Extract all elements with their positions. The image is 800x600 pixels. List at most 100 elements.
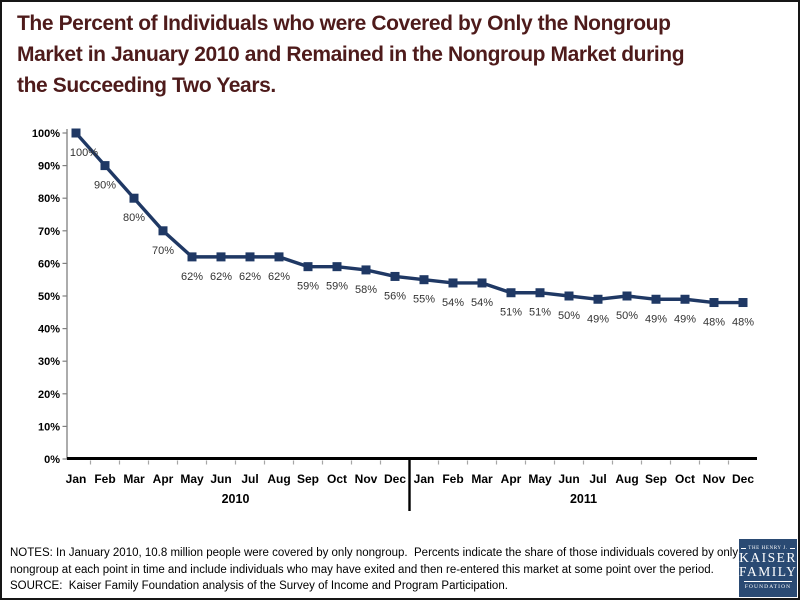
data-point-marker: [622, 291, 632, 301]
year-label: 2011: [570, 492, 597, 506]
data-point-label: 49%: [645, 313, 667, 325]
data-point-label: 48%: [703, 317, 725, 329]
data-point-label: 50%: [558, 310, 580, 322]
data-point-marker: [274, 252, 284, 262]
logo-rule-right: [789, 548, 795, 549]
data-point-marker: [680, 294, 690, 304]
data-point-label: 56%: [384, 290, 406, 302]
data-point-label: 100%: [70, 147, 98, 159]
month-label: Sep: [645, 472, 667, 486]
month-label: Feb: [94, 472, 115, 486]
month-label: Mar: [123, 472, 145, 486]
data-point-label: 59%: [326, 281, 348, 293]
month-label: Jan: [66, 472, 87, 486]
notes: NOTES: In January 2010, 10.8 million peo…: [10, 545, 738, 595]
data-point-marker: [361, 265, 371, 275]
month-label: Dec: [384, 472, 406, 486]
y-tick-label: 50%: [38, 291, 60, 303]
data-point-marker: [448, 278, 458, 288]
month-label: May: [180, 472, 204, 486]
data-point-label: 54%: [471, 297, 493, 309]
chart-title-line-3: the Succeeding Two Years.: [17, 74, 276, 97]
kaiser-family-foundation-logo: THE HENRY J. KAISER FAMILY FOUNDATION: [739, 539, 797, 597]
data-point-label: 51%: [529, 307, 551, 319]
data-point-marker: [158, 226, 168, 236]
data-point-marker: [332, 262, 342, 272]
data-point-label: 54%: [442, 297, 464, 309]
month-label: Jul: [589, 472, 606, 486]
y-tick-label: 100%: [32, 128, 60, 140]
data-point-label: 51%: [500, 307, 522, 319]
month-label: Oct: [675, 472, 695, 486]
month-label: Jun: [210, 472, 231, 486]
month-label: Apr: [153, 472, 174, 486]
data-point-marker: [564, 291, 574, 301]
logo-foundation-text: FOUNDATION: [744, 581, 792, 590]
data-point-marker: [71, 128, 81, 138]
month-label: Mar: [471, 472, 493, 486]
data-point-label: 58%: [355, 284, 377, 296]
y-tick-label: 90%: [38, 161, 60, 173]
chart-title: The Percent of Individuals who were Cove…: [17, 8, 792, 101]
y-tick-label: 30%: [38, 356, 60, 368]
data-point-label: 62%: [210, 271, 232, 283]
month-label: Feb: [442, 472, 463, 486]
data-point-label: 59%: [297, 281, 319, 293]
month-label: Apr: [501, 472, 522, 486]
data-point-marker: [709, 298, 719, 308]
data-point-label: 80%: [123, 212, 145, 224]
y-tick-label: 10%: [38, 421, 60, 433]
data-point-marker: [535, 288, 545, 298]
logo-family-text: FAMILY: [739, 564, 798, 579]
data-point-label: 55%: [413, 294, 435, 306]
data-point-label: 62%: [268, 271, 290, 283]
y-tick-label: 60%: [38, 258, 60, 270]
data-point-marker: [506, 288, 516, 298]
y-tick-label: 80%: [38, 193, 60, 205]
data-point-marker: [651, 294, 661, 304]
data-point-marker: [419, 275, 429, 285]
data-point-marker: [245, 252, 255, 262]
month-label: Jul: [241, 472, 258, 486]
data-point-label: 48%: [732, 317, 754, 329]
data-point-label: 90%: [94, 180, 116, 192]
data-point-marker: [216, 252, 226, 262]
data-point-label: 62%: [181, 271, 203, 283]
month-label: Nov: [355, 472, 378, 486]
data-point-label: 49%: [587, 313, 609, 325]
y-tick-label: 0%: [44, 454, 60, 466]
data-point-label: 62%: [239, 271, 261, 283]
data-point-marker: [129, 193, 139, 203]
year-label: 2010: [222, 492, 250, 506]
month-label: Jun: [558, 472, 579, 486]
month-label: Jan: [414, 472, 435, 486]
month-label: Aug: [615, 472, 638, 486]
logo-henry-j-line: THE HENRY J.: [739, 546, 797, 551]
month-label: Aug: [267, 472, 290, 486]
data-point-marker: [477, 278, 487, 288]
logo-henry-j-text: THE HENRY J.: [748, 546, 788, 551]
notes-line-2: nongroup at each point in time and inclu…: [10, 563, 714, 576]
logo-kaiser-text: KAISER: [739, 550, 797, 565]
month-label: Nov: [703, 472, 726, 486]
y-tick-label: 40%: [38, 324, 60, 336]
data-point-marker: [738, 298, 748, 308]
chart-title-line-1: The Percent of Individuals who were Cove…: [17, 12, 671, 35]
data-point-label: 49%: [674, 313, 696, 325]
y-tick-label: 70%: [38, 226, 60, 238]
data-point-marker: [100, 161, 110, 171]
logo-rule-left: [741, 548, 747, 549]
data-line: [74, 131, 743, 305]
chart-title-line-2: Market in January 2010 and Remained in t…: [17, 43, 685, 66]
month-label: May: [528, 472, 552, 486]
data-point-marker: [390, 271, 400, 281]
month-label: Oct: [327, 472, 347, 486]
data-point-label: 70%: [152, 245, 174, 257]
data-point-marker: [187, 252, 197, 262]
data-point-marker: [593, 294, 603, 304]
notes-line-1: NOTES: In January 2010, 10.8 million peo…: [10, 547, 739, 559]
y-tick-label: 20%: [38, 389, 60, 401]
month-label: Dec: [732, 472, 754, 486]
